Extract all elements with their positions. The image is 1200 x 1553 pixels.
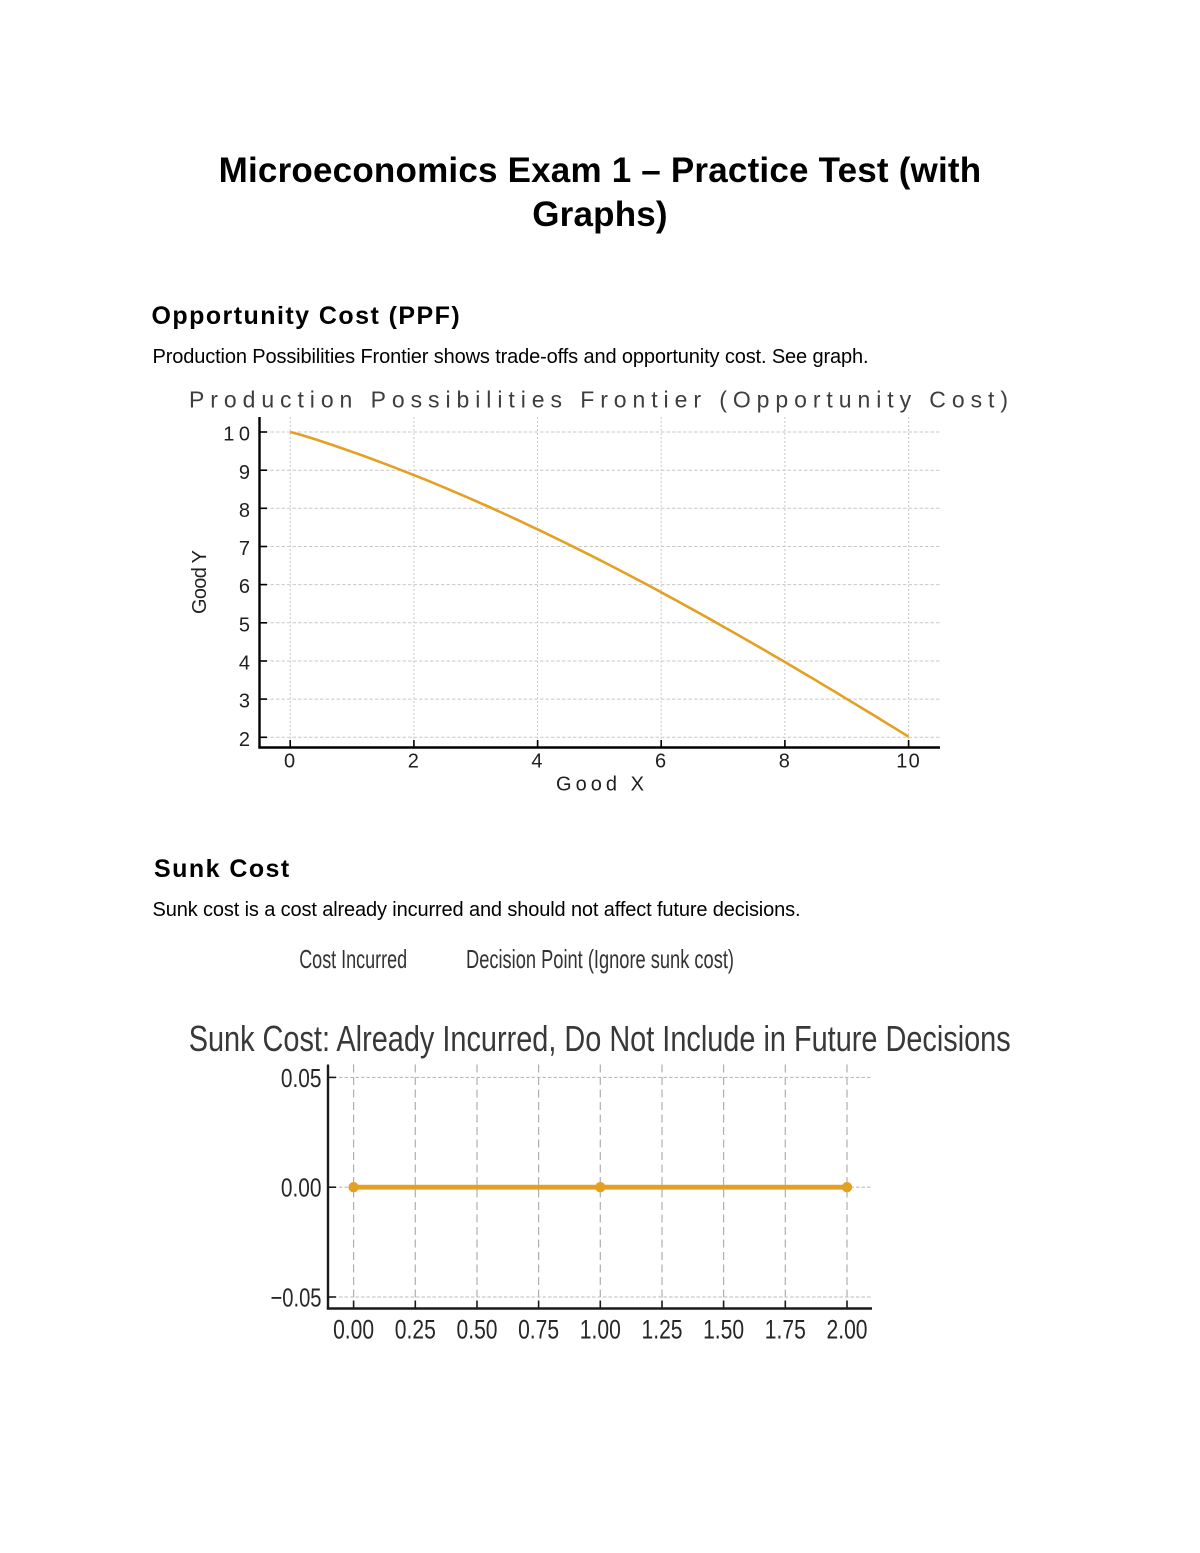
svg-text:0.05: 0.05 (281, 1063, 322, 1093)
svg-text:0.50: 0.50 (457, 1315, 498, 1345)
svg-text:2.00: 2.00 (827, 1315, 868, 1345)
svg-text:9: 9 (239, 462, 255, 484)
svg-text:1.00: 1.00 (580, 1315, 621, 1345)
svg-text:4: 4 (239, 653, 255, 675)
svg-text:2: 2 (239, 729, 255, 751)
svg-text:4: 4 (531, 751, 543, 773)
svg-text:0: 0 (284, 751, 296, 773)
svg-text:8: 8 (779, 751, 791, 773)
svg-text:Good X: Good X (556, 774, 644, 796)
svg-text:10: 10 (223, 424, 254, 446)
svg-text:0.00: 0.00 (333, 1315, 374, 1345)
svg-text:Good Y: Good Y (189, 550, 211, 614)
svg-text:−0.05: −0.05 (271, 1282, 322, 1312)
svg-text:0.25: 0.25 (395, 1315, 436, 1345)
svg-text:Production Possibilities Front: Production Possibilities Frontier (Oppor… (189, 387, 1008, 413)
svg-text:Cost Incurred: Cost Incurred (299, 944, 407, 974)
svg-text:2: 2 (408, 751, 420, 773)
svg-text:10: 10 (896, 751, 921, 773)
svg-text:8: 8 (239, 500, 255, 522)
svg-text:7: 7 (239, 538, 255, 560)
svg-text:5: 5 (239, 614, 255, 636)
svg-text:3: 3 (239, 691, 255, 713)
svg-text:Decision Point (Ignore sunk co: Decision Point (Ignore sunk cost) (466, 944, 734, 974)
svg-text:6: 6 (655, 751, 667, 773)
svg-text:1.75: 1.75 (765, 1315, 806, 1345)
svg-text:0.75: 0.75 (518, 1315, 559, 1345)
svg-text:Sunk Cost: Already Incurred, D: Sunk Cost: Already Incurred, Do Not Incl… (189, 1018, 1011, 1059)
svg-text:1.25: 1.25 (642, 1315, 683, 1345)
svg-text:0.00: 0.00 (281, 1173, 322, 1203)
svg-text:1.50: 1.50 (703, 1315, 744, 1345)
svg-text:6: 6 (239, 576, 255, 598)
